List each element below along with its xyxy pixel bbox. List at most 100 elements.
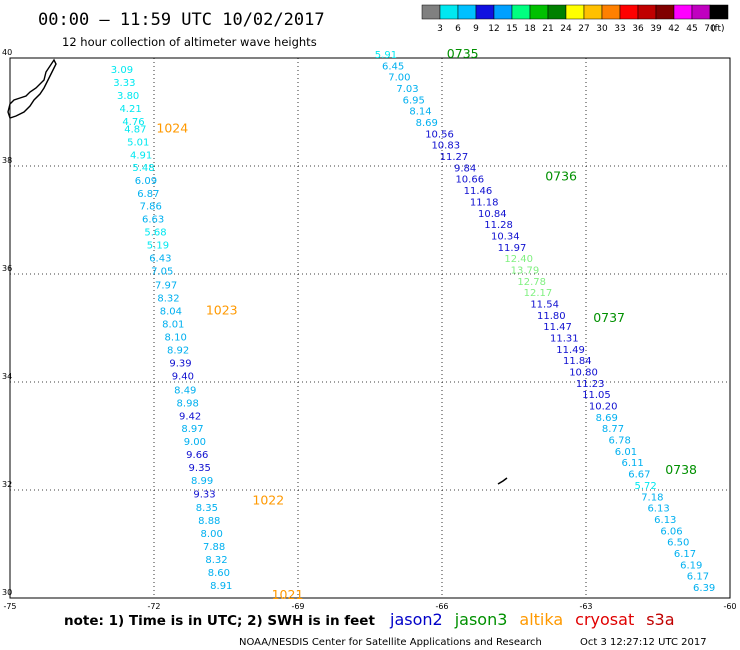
coastline bbox=[7, 58, 57, 119]
wave-height-value: 4.91 bbox=[130, 150, 152, 161]
wave-height-value: 8.97 bbox=[181, 424, 203, 435]
wave-height-value: 8.92 bbox=[167, 345, 189, 356]
wave-height-value: 7.97 bbox=[155, 281, 177, 292]
wave-height-value: 5.19 bbox=[147, 241, 169, 252]
wave-height-value: 12.78 bbox=[517, 277, 546, 288]
y-tick-label: 30 bbox=[2, 588, 12, 597]
wave-height-value: 8.49 bbox=[174, 385, 196, 396]
wave-height-value: 10.80 bbox=[569, 368, 598, 379]
wave-height-value: 8.01 bbox=[162, 319, 184, 330]
wave-height-value: 8.00 bbox=[201, 529, 223, 540]
wave-height-value: 11.27 bbox=[440, 152, 469, 163]
color-scale-label: 3 bbox=[437, 24, 443, 34]
wave-height-value: 7.03 bbox=[396, 84, 418, 95]
footer-generated: Oct 3 12:27:12 UTC 2017 bbox=[580, 637, 707, 648]
wave-height-value: 6.39 bbox=[693, 583, 715, 594]
wave-height-value: 6.09 bbox=[135, 176, 157, 187]
chart-subtitle: 12 hour collection of altimeter wave hei… bbox=[62, 35, 317, 49]
wave-height-value: 11.46 bbox=[464, 186, 493, 197]
wave-height-value: 7.05 bbox=[151, 267, 173, 278]
color-swatch bbox=[655, 4, 675, 20]
color-swatch bbox=[547, 4, 567, 20]
wave-height-value: 8.98 bbox=[177, 398, 199, 409]
color-swatch bbox=[475, 4, 495, 20]
x-tick-label: -63 bbox=[579, 602, 592, 611]
wave-height-value: 6.50 bbox=[667, 538, 689, 549]
y-tick-label: 38 bbox=[2, 156, 12, 165]
footer-credit: NOAA/NESDIS Center for Satellite Applica… bbox=[239, 637, 542, 648]
wave-height-value: 10.66 bbox=[455, 175, 484, 186]
wave-height-value: 11.05 bbox=[582, 390, 611, 401]
y-tick-label: 32 bbox=[2, 480, 12, 489]
color-swatch bbox=[691, 4, 711, 20]
wave-height-value: 6.11 bbox=[622, 458, 644, 469]
color-swatch bbox=[583, 4, 603, 20]
color-scale-label: 42 bbox=[668, 24, 679, 34]
x-tick-label: -60 bbox=[723, 602, 736, 611]
wave-height-value: 9.39 bbox=[169, 358, 191, 369]
wave-height-value: 8.99 bbox=[191, 476, 213, 487]
wave-height-value: 7.00 bbox=[388, 73, 410, 84]
wave-height-value: 5.01 bbox=[127, 137, 149, 148]
color-scale-label: 39 bbox=[650, 24, 662, 34]
wave-height-value: 9.33 bbox=[193, 490, 215, 501]
wave-height-value: 9.66 bbox=[186, 450, 208, 461]
wave-height-value: 9.00 bbox=[184, 437, 206, 448]
wave-height-value: 6.17 bbox=[687, 572, 709, 583]
wave-height-value: 6.43 bbox=[149, 254, 171, 265]
wave-height-value: 6.17 bbox=[674, 549, 696, 560]
chart-title: 00:00 – 11:59 UTC 10/02/2017 bbox=[38, 10, 325, 30]
legend-item-jason2: jason2 bbox=[389, 610, 443, 629]
color-scale-label: 24 bbox=[560, 24, 572, 34]
wave-height-value: 6.63 bbox=[142, 215, 164, 226]
wave-height-value: 8.35 bbox=[196, 503, 218, 514]
wave-height-value: 10.56 bbox=[425, 129, 454, 140]
color-scale-label: 12 bbox=[488, 24, 499, 34]
color-swatch bbox=[439, 4, 459, 20]
color-scale-label: 36 bbox=[632, 24, 644, 34]
axis-ticks: -75 -72 -69 -66 -63 -60 30 32 34 36 38 40 bbox=[2, 48, 737, 611]
wave-height-value: 5.48 bbox=[132, 163, 154, 174]
bermuda-island bbox=[497, 477, 508, 485]
legend-item-altika: altika bbox=[519, 610, 563, 629]
x-tick-label: -66 bbox=[435, 602, 448, 611]
color-scale-label: 21 bbox=[542, 24, 553, 34]
wave-height-value: 10.20 bbox=[589, 402, 618, 413]
pass-time-label: 0736 bbox=[545, 169, 577, 184]
wave-height-value: 8.60 bbox=[208, 568, 230, 579]
grid bbox=[10, 58, 730, 598]
pass-time-label: 0735 bbox=[447, 46, 479, 61]
wave-height-value: 8.32 bbox=[205, 555, 227, 566]
color-swatch bbox=[493, 4, 513, 20]
color-scale: 3 6 9 12 15 18 21 24 27 30 33 36 39 42 45 70 bbox=[421, 4, 729, 34]
wave-height-value: 4.76 bbox=[122, 117, 144, 128]
color-swatch bbox=[457, 4, 477, 20]
color-scale-label: 45 bbox=[686, 24, 697, 34]
wave-height-value: 11.84 bbox=[563, 356, 592, 367]
legend-item-jason3: jason3 bbox=[454, 610, 508, 629]
wave-height-value: 8.91 bbox=[210, 581, 232, 592]
wave-height-value: 8.10 bbox=[165, 332, 187, 343]
wave-height-value: 7.88 bbox=[203, 542, 225, 553]
wave-height-value: 12.17 bbox=[524, 288, 553, 299]
x-tick-label: -72 bbox=[147, 602, 160, 611]
wave-height-value: 11.47 bbox=[543, 322, 572, 333]
wave-height-value: 10.34 bbox=[491, 231, 520, 242]
wave-height-value: 11.49 bbox=[556, 345, 585, 356]
satellite-legend: jason2 jason3 altika cryosat s3a bbox=[389, 610, 675, 629]
y-tick-label: 36 bbox=[2, 264, 12, 273]
color-scale-label: 6 bbox=[455, 24, 461, 34]
wave-height-value: 11.31 bbox=[550, 334, 579, 345]
wave-height-value: 4.87 bbox=[124, 125, 146, 136]
color-scale-unit: (ft) bbox=[711, 24, 725, 34]
wave-height-points: 3.09 3.33 3.80 4.21 4.764.875.01 4.91 5.48 6.09… bbox=[111, 50, 716, 594]
wave-height-value: 8.14 bbox=[409, 107, 431, 118]
pass-time-label: 0737 bbox=[593, 310, 625, 325]
wave-height-value: 8.88 bbox=[198, 516, 220, 527]
wave-height-value: 8.32 bbox=[157, 294, 179, 305]
color-scale-label: 70 bbox=[704, 24, 716, 34]
color-swatch bbox=[709, 4, 729, 20]
wave-height-value: 10.83 bbox=[431, 141, 460, 152]
wave-height-value: 13.79 bbox=[511, 265, 540, 276]
